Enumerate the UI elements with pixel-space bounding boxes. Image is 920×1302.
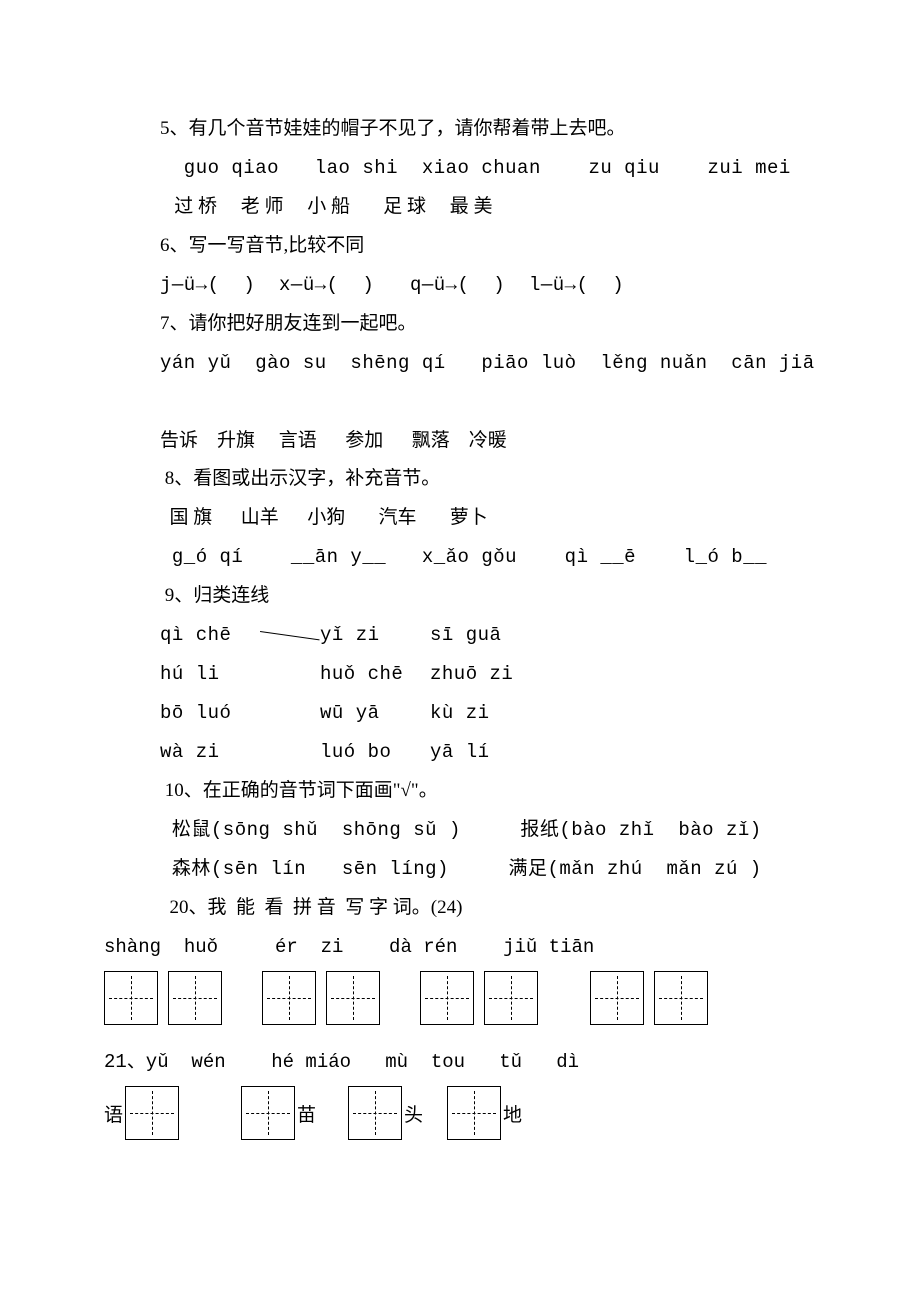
q9-row-2: bō luó wū yā kù zi bbox=[160, 694, 820, 733]
tian-box bbox=[590, 971, 644, 1025]
q9-r3-c2: luó bo bbox=[320, 733, 430, 772]
q10-row-1: 森林(sēn lín sēn líng) 满足(mǎn zhú mǎn zú ) bbox=[160, 850, 820, 889]
q9-r0-c2: yǐ zi bbox=[320, 616, 430, 655]
q6-line: j—ü→( ) x—ü→( ) q—ü→( ) l—ü→( ) bbox=[160, 266, 820, 305]
q8-pinyin: g_ó qí __ān y__ x_ǎo gǒu qì __ē l_ó b__ bbox=[160, 538, 820, 577]
q21-prefix-0: 语 bbox=[104, 1097, 123, 1136]
q8-hanzi: 国 旗 山羊 小狗 汽车 萝卜 bbox=[160, 499, 820, 538]
tian-box bbox=[104, 971, 158, 1025]
q8-title: 8、看图或出示汉字，补充音节。 bbox=[160, 460, 820, 499]
spacer bbox=[160, 383, 820, 422]
q7-hanzi: 告诉 升旗 言语 参加 飘落 冷暖 bbox=[160, 422, 820, 461]
q9-title: 9、归类连线 bbox=[160, 577, 820, 616]
q9-r0-c1: qì chē bbox=[160, 616, 260, 655]
q9-r1-c1: hú li bbox=[160, 655, 320, 694]
q9-r2-c1: bō luó bbox=[160, 694, 320, 733]
tian-box bbox=[168, 971, 222, 1025]
q21-boxes: 语 苗 头 地 bbox=[104, 1086, 820, 1140]
q9-row-1: hú li huǒ chē zhuō zi bbox=[160, 655, 820, 694]
tian-box bbox=[125, 1086, 179, 1140]
tian-box bbox=[326, 971, 380, 1025]
q21-suffix-2: 头 bbox=[404, 1097, 423, 1136]
tian-box bbox=[484, 971, 538, 1025]
q9-r0-c3: sī guā bbox=[430, 616, 501, 655]
q7-pinyin: yán yǔ gào su shēng qí piāo luò lěng nuǎ… bbox=[160, 344, 820, 383]
cross-line-icon bbox=[260, 635, 320, 636]
tian-box bbox=[654, 971, 708, 1025]
tian-box bbox=[262, 971, 316, 1025]
q5-pinyin: guo qiao lao shi xiao chuan zu qiu zui m… bbox=[160, 149, 820, 188]
worksheet-page: 5、有几个音节娃娃的帽子不见了，请你帮着带上去吧。 guo qiao lao s… bbox=[0, 0, 920, 1218]
q9-r1-c3: zhuō zi bbox=[430, 655, 513, 694]
q7-title: 7、请你把好朋友连到一起吧。 bbox=[160, 305, 820, 344]
q5-hanzi: 过 桥 老 师 小 船 足 球 最 美 bbox=[160, 188, 820, 227]
q9-r2-c2: wū yā bbox=[320, 694, 430, 733]
q21-suffix-1: 苗 bbox=[297, 1097, 316, 1136]
q20-title: 20、我 能 看 拼 音 写 字 词。(24) bbox=[160, 889, 820, 928]
tian-box bbox=[447, 1086, 501, 1140]
tian-box bbox=[348, 1086, 402, 1140]
q9-row-0: qì chē yǐ zi sī guā bbox=[160, 616, 820, 655]
q20-pinyin: shàng huǒ ér zi dà rén jiǔ tiān bbox=[104, 928, 820, 967]
q9-r2-c3: kù zi bbox=[430, 694, 490, 733]
q21-suffix-3: 地 bbox=[503, 1097, 522, 1136]
tian-box bbox=[241, 1086, 295, 1140]
q10-row-0: 松鼠(sōng shǔ shōng sǔ ) 报纸(bào zhǐ bào zǐ… bbox=[160, 811, 820, 850]
q6-title: 6、写一写音节,比较不同 bbox=[160, 227, 820, 266]
q10-title: 10、在正确的音节词下面画"√"。 bbox=[160, 772, 820, 811]
q9-r3-c1: wà zi bbox=[160, 733, 320, 772]
q9-row-3: wà zi luó bo yā lí bbox=[160, 733, 820, 772]
q21-pinyin: 21、yǔ wén hé miáo mù tou tǔ dì bbox=[104, 1043, 820, 1082]
tian-box bbox=[420, 971, 474, 1025]
q9-r1-c2: huǒ chē bbox=[320, 655, 430, 694]
q9-r3-c3: yā lí bbox=[430, 733, 490, 772]
q5-title: 5、有几个音节娃娃的帽子不见了，请你帮着带上去吧。 bbox=[160, 110, 820, 149]
q20-boxes bbox=[104, 971, 820, 1025]
